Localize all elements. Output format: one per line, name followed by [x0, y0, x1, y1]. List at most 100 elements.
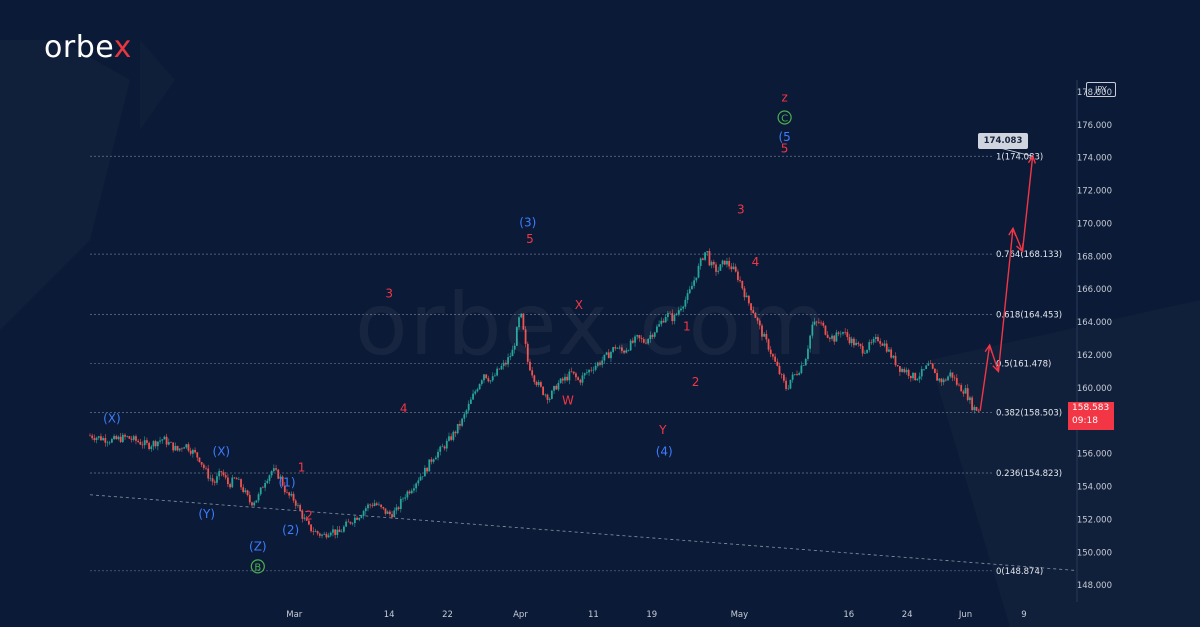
candle-body — [255, 500, 258, 503]
candle-body — [207, 468, 210, 479]
x-tick-label: 22 — [442, 610, 453, 620]
candle-body — [853, 338, 855, 346]
candle-body — [907, 369, 910, 376]
candle-body — [859, 344, 862, 347]
candle-body — [581, 375, 584, 383]
candle-body — [717, 270, 720, 272]
current-price-tag: 158.583 09:18 — [1068, 402, 1114, 430]
candle-body — [743, 288, 746, 298]
x-tick-label: Mar — [286, 610, 303, 620]
candle-body — [156, 441, 159, 447]
candle-body — [209, 478, 212, 479]
candle-body — [307, 520, 310, 525]
candle-body — [478, 384, 481, 390]
candle-body — [183, 447, 186, 449]
y-tick-label: 166.000 — [1077, 285, 1112, 295]
candle-body — [242, 487, 245, 493]
y-tick-label: 160.000 — [1077, 384, 1112, 394]
candle-body — [688, 289, 691, 294]
candle-body — [327, 535, 330, 538]
candle-body — [568, 371, 571, 381]
candle-body — [544, 394, 547, 396]
candle-body — [218, 471, 221, 477]
candle-body — [178, 448, 181, 451]
candle-body — [395, 507, 398, 511]
candle-body — [936, 373, 938, 381]
candle-body — [640, 338, 643, 340]
candle-body — [382, 507, 385, 509]
candle-body — [161, 439, 164, 441]
candle-body — [257, 494, 260, 501]
candle-body — [774, 356, 777, 362]
fib-level-label: 0.764(168.133) — [996, 250, 1062, 260]
candle-body — [526, 343, 529, 362]
candle-body — [631, 340, 634, 343]
candle-body — [454, 431, 457, 434]
candle-body — [419, 476, 422, 481]
candle-body — [929, 363, 932, 365]
candle-body — [345, 521, 347, 527]
candle-body — [944, 379, 947, 381]
candle-body — [513, 345, 516, 350]
candle-body — [502, 362, 505, 367]
candle-body — [612, 347, 615, 352]
candle-body — [480, 380, 483, 385]
candle-body — [708, 251, 711, 266]
candle-body — [723, 260, 726, 265]
candle-body — [866, 349, 868, 353]
candle-body — [787, 388, 790, 390]
candle-body — [844, 332, 847, 333]
candle-body — [456, 423, 459, 434]
candle-body — [577, 377, 580, 380]
candle-body — [807, 348, 809, 360]
candle-body — [728, 260, 731, 267]
bg-shape-left-small — [140, 40, 175, 130]
candle-body — [804, 359, 807, 366]
candle-body — [680, 308, 682, 311]
candle-body — [828, 337, 831, 339]
candle-body — [739, 279, 741, 281]
candle-body — [323, 533, 326, 535]
candle-body — [253, 502, 256, 506]
candle-body — [410, 490, 413, 494]
candle-body — [469, 399, 472, 404]
y-tick-label: 154.000 — [1077, 483, 1112, 493]
projection-arrowhead — [992, 363, 1001, 373]
candle-body — [557, 382, 560, 390]
candle-body — [194, 449, 196, 453]
candle-body — [594, 365, 597, 370]
y-tick-label: 172.000 — [1077, 187, 1112, 197]
candle-body — [802, 365, 805, 367]
candle-body — [154, 441, 157, 447]
candle-body — [310, 524, 312, 532]
candle-body — [642, 339, 645, 343]
candle-body — [811, 324, 814, 336]
candle-body — [872, 338, 875, 343]
candle-body — [772, 354, 774, 357]
candle-body — [647, 338, 650, 344]
candle-body — [763, 333, 766, 337]
candle-body — [448, 436, 450, 441]
candle-body — [187, 444, 190, 451]
candle-body — [636, 335, 639, 337]
candle-body — [653, 332, 656, 337]
candle-body — [272, 468, 275, 472]
candle-body — [535, 381, 538, 386]
currency-badge: JPY — [1086, 82, 1116, 97]
candle-body — [898, 366, 901, 372]
candle-body — [745, 295, 748, 298]
candle-body — [831, 335, 833, 339]
candle-body — [189, 450, 192, 454]
candle-body — [942, 379, 945, 383]
wave-label-circle — [250, 559, 265, 574]
candle-body — [441, 446, 444, 448]
fib-level-label: 0.236(154.823) — [996, 469, 1062, 479]
candle-body — [874, 336, 877, 339]
candle-body — [752, 310, 755, 314]
candle-body — [651, 335, 654, 337]
candle-body — [747, 295, 750, 304]
candle-body — [362, 511, 365, 517]
candle-body — [756, 317, 759, 321]
candle-body — [927, 363, 930, 366]
candle-body — [765, 333, 768, 340]
